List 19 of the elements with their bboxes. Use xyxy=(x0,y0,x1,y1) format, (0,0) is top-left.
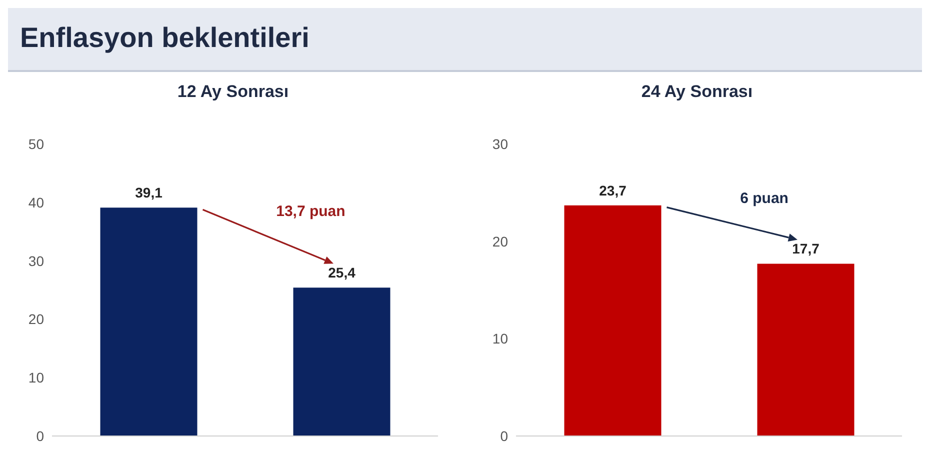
y-tick-label: 0 xyxy=(500,428,508,444)
y-tick-label: 20 xyxy=(28,311,44,328)
annotation: 6 puan xyxy=(740,190,788,207)
y-tick-label: 0 xyxy=(36,428,44,444)
y-tick-label: 30 xyxy=(28,252,44,269)
chart-subtitle: 12 Ay Sonrası xyxy=(176,82,290,103)
y-tick-label: 20 xyxy=(492,233,508,250)
annotation: 13,7 puan xyxy=(276,202,346,220)
y-tick-label: 10 xyxy=(492,330,508,347)
y-tick-label: 30 xyxy=(492,136,508,152)
y-tick-label: 40 xyxy=(28,194,44,210)
y-tick-label: 50 xyxy=(28,136,44,152)
chart-subtitle: 24 Ay Sonrası xyxy=(640,82,754,103)
chart-title: Enflasyon beklentileri xyxy=(8,8,922,72)
data-label: 25,4 xyxy=(328,264,356,281)
data-label: 39,1 xyxy=(135,184,163,201)
data-label: 23,7 xyxy=(599,182,627,198)
y-tick-label: 10 xyxy=(28,370,44,386)
data-label: 17,7 xyxy=(792,240,820,257)
